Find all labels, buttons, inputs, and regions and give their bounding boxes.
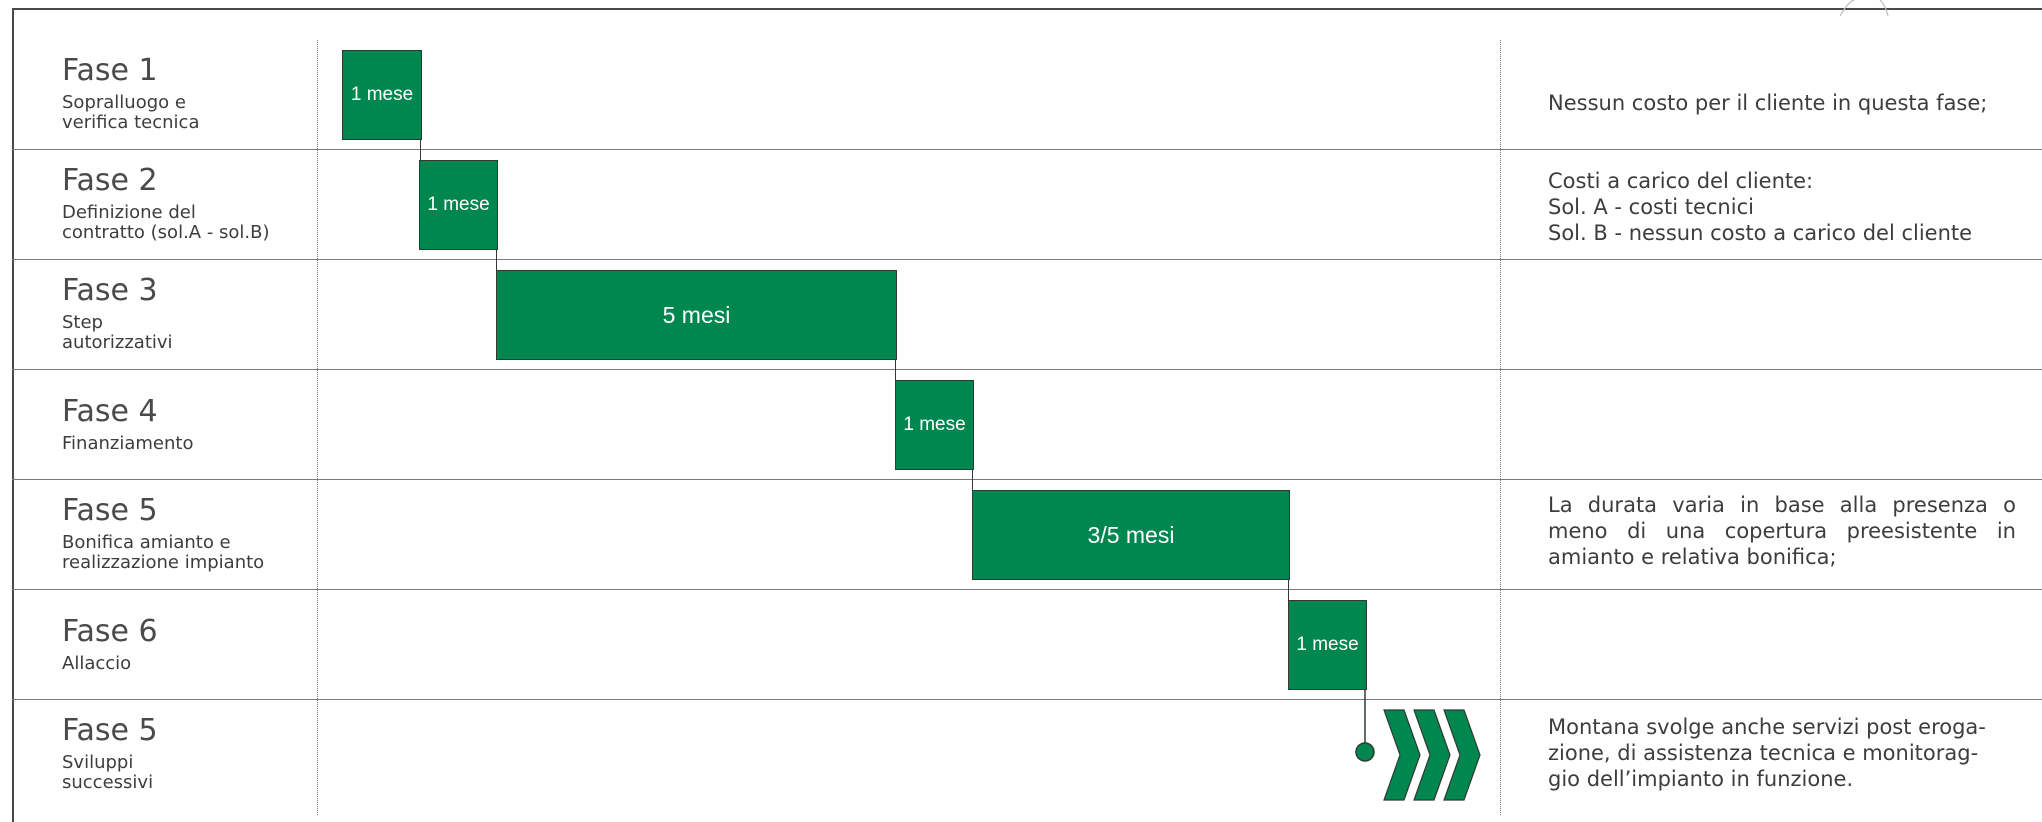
phase-title: Fase 5	[62, 713, 158, 748]
phase-row-4: Fase 4 Finanziamento	[12, 370, 2042, 480]
circle-dot-icon	[1355, 742, 1375, 762]
step-connector	[496, 250, 497, 270]
phase-title: Fase 3	[62, 273, 158, 308]
phase-row-1: Fase 1 Sopralluogo e verifica tecnica Ne…	[12, 40, 2042, 150]
row-divider	[12, 259, 2042, 260]
phase-title: Fase 1	[62, 53, 158, 88]
step-connector	[1288, 580, 1289, 600]
duration-bar-phase-1: 1 mese	[342, 50, 422, 140]
phase-title: Fase 2	[62, 163, 158, 198]
phase-row-3: Fase 3 Step autorizzativi	[12, 260, 2042, 370]
phase-title: Fase 6	[62, 614, 158, 649]
step-connector	[420, 140, 421, 160]
corner-decoration	[1840, 0, 1889, 16]
diagram-frame	[12, 8, 2042, 822]
duration-bar-phase-2: 1 mese	[419, 160, 498, 250]
duration-bar-phase-5: 3/5 mesi	[972, 490, 1290, 580]
duration-bar-phase-6: 1 mese	[1288, 600, 1367, 690]
phase-row-7: Fase 5 Sviluppi successivi Montana svolg…	[12, 700, 2042, 810]
step-connector	[972, 470, 973, 490]
phase-title: Fase 5	[62, 493, 158, 528]
phase-row-6: Fase 6 Allaccio	[12, 590, 2042, 700]
phase-subtitle: Bonifica amianto e realizzazione impiant…	[62, 532, 265, 573]
phase-note: Nessun costo per il cliente in questa fa…	[1548, 91, 1988, 115]
row-divider	[12, 369, 2042, 370]
duration-bar-phase-3: 5 mesi	[496, 270, 897, 360]
chevron-right-icon	[1383, 709, 1421, 801]
phase-note: La durata varia in base alla presenza o …	[1548, 493, 2016, 569]
phase-title: Fase 4	[62, 394, 158, 429]
phase-row-5: Fase 5 Bonifica amianto e realizzazione …	[12, 480, 2042, 590]
phase-subtitle: Finanziamento	[62, 433, 194, 454]
phase-subtitle: Step autorizzativi	[62, 312, 173, 353]
phase-row-2: Fase 2 Definizione del contratto (sol.A …	[12, 150, 2042, 260]
row-divider	[12, 479, 2042, 480]
step-connector	[895, 360, 896, 380]
triple-chevron-right-icon	[1383, 709, 1481, 801]
duration-bar-phase-4: 1 mese	[895, 380, 974, 470]
row-divider	[12, 699, 2042, 700]
row-divider	[12, 149, 2042, 150]
phase-note: Costi a carico del cliente: Sol. A - cos…	[1548, 169, 1973, 245]
continuation-marker	[1355, 690, 1481, 801]
phase-note: Montana svolge anche servizi post eroga-…	[1548, 715, 1986, 791]
separator-left	[317, 40, 318, 815]
phase-subtitle: Definizione del contratto (sol.A - sol.B…	[62, 202, 270, 243]
separator-right	[1500, 40, 1501, 815]
row-divider	[12, 589, 2042, 590]
phase-subtitle: Sviluppi successivi	[62, 752, 154, 793]
chevron-right-icon	[1413, 709, 1451, 801]
chevron-right-icon	[1443, 709, 1481, 801]
phase-subtitle: Allaccio	[62, 653, 132, 674]
phase-subtitle: Sopralluogo e verifica tecnica	[62, 92, 200, 133]
